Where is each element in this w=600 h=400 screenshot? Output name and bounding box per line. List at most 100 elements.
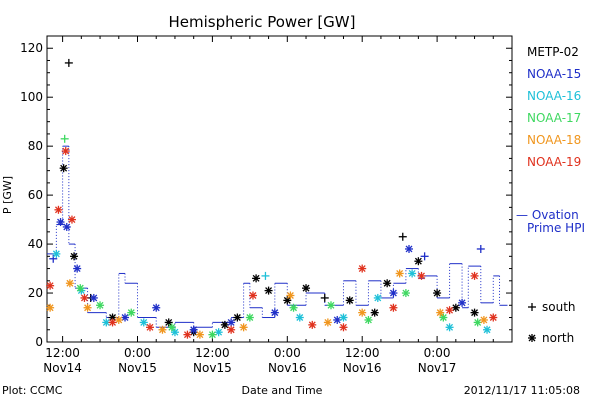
legend-entry-noaa-16: NOAA-16 [527,89,581,103]
data-point-metp-02 [470,308,479,317]
data-point-noaa-15 [189,325,198,334]
data-point-noaa-17 [127,308,136,317]
data-point-metp-02 [70,252,79,261]
data-point-noaa-16 [214,328,223,337]
data-point-noaa-17 [245,313,254,322]
data-point-noaa-17 [76,284,85,293]
legend-entry-noaa-15: NOAA-15 [527,67,581,81]
x-tick-label-date: Nov17 [418,361,457,375]
chart-title: Hemispheric Power [GW] [169,13,356,31]
footer-credit: Plot: CCMC [2,384,63,397]
data-point-noaa-19 [389,303,398,312]
legend-ovation-line1: — Ovation [516,208,579,222]
data-point-noaa-18 [323,318,332,327]
data-point-noaa-16 [52,249,61,258]
data-point-noaa-16 [339,313,348,322]
data-point-noaa-15 [56,218,65,227]
data-point-metp-02 [383,279,392,288]
data-point-noaa-15 [121,313,130,322]
data-point-noaa-15 [152,303,161,312]
data-point-noaa-19 [358,264,367,273]
y-tick-label: 80 [28,139,43,153]
x-tick-label-date: Nov16 [343,361,382,375]
data-point-noaa-19 [248,291,257,300]
data-point-noaa-18 [395,269,404,278]
data-point-noaa-19 [445,306,454,315]
data-point-noaa-16 [408,269,417,278]
data-point-noaa-19 [61,147,70,156]
data-point-noaa-19 [489,313,498,322]
data-point-noaa-17 [96,301,105,310]
plot-area: 02040608010012012:00Nov140:00Nov1512:00N… [20,35,513,375]
data-point-metp-02 [433,289,442,298]
data-point-noaa-19 [108,318,117,327]
x-axis-label: Date and Time [242,384,323,397]
x-tick-label-date: Nov16 [268,361,307,375]
x-tick-label-time: 0:00 [424,346,451,360]
data-point-noaa-19 [470,271,479,280]
data-point-metp-02 [320,293,329,302]
y-axis-label: P [GW] [1,176,14,214]
data-point-metp-02 [220,320,229,329]
data-point-noaa-16 [373,293,382,302]
x-tick-label-time: 12:00 [345,346,380,360]
data-point-noaa-15 [62,222,71,231]
data-point-noaa-15 [227,318,236,327]
x-tick-label-date: Nov14 [43,361,82,375]
data-point-noaa-15 [476,244,485,253]
data-point-noaa-15 [73,264,82,273]
y-tick-label: 120 [20,41,43,55]
data-point-metp-02 [64,58,73,67]
y-tick-label: 40 [28,237,43,251]
data-point-noaa-18 [114,315,123,324]
data-point-noaa-16 [139,318,148,327]
data-point-noaa-15 [458,298,467,307]
data-point-noaa-15 [420,252,429,261]
data-point-noaa-19 [46,281,55,290]
plot-frame [46,35,513,343]
y-tick-label: 100 [20,90,43,104]
legend-entry-noaa-18: NOAA-18 [527,133,581,147]
data-point-noaa-17 [401,289,410,298]
data-point-noaa-16 [261,271,270,280]
legend-entry-noaa-19: NOAA-19 [527,155,581,169]
data-point-noaa-19 [308,320,317,329]
data-point-metp-02 [345,296,354,305]
x-tick-label-time: 0:00 [124,346,151,360]
y-tick-label: 60 [28,188,43,202]
data-point-metp-02 [370,308,379,317]
data-point-noaa-19 [183,330,192,339]
legend-north-marker [528,334,536,342]
y-tick-label: 20 [28,286,43,300]
data-point-noaa-18 [83,303,92,312]
data-point-noaa-18 [46,303,55,312]
data-point-noaa-15 [405,244,414,253]
data-point-metp-02 [451,303,460,312]
legend-ovation-line2: Prime HPI [527,221,585,235]
data-point-metp-02 [414,257,423,266]
legend-entry-noaa-17: NOAA-17 [527,111,581,125]
footer-timestamp: 2012/11/17 11:05:08 [464,384,580,397]
data-point-noaa-18 [158,325,167,334]
data-point-metp-02 [59,164,68,173]
data-point-metp-02 [264,286,273,295]
data-point-noaa-19 [145,323,154,332]
data-point-noaa-17 [167,323,176,332]
data-point-noaa-18 [479,315,488,324]
x-tick-label-time: 12:00 [45,346,80,360]
data-point-noaa-15 [270,308,279,317]
data-point-noaa-15 [333,315,342,324]
data-point-noaa-15 [89,293,98,302]
data-point-metp-02 [302,284,311,293]
data-point-noaa-18 [286,291,295,300]
x-tick-label-date: Nov15 [193,361,232,375]
data-point-metp-02 [398,232,407,241]
data-point-noaa-16 [295,313,304,322]
x-tick-label-time: 0:00 [274,346,301,360]
data-point-noaa-18 [436,308,445,317]
y-tick-label: 0 [35,335,43,349]
data-point-noaa-18 [195,330,204,339]
data-point-noaa-17 [326,301,335,310]
legend-south-marker [528,303,536,311]
